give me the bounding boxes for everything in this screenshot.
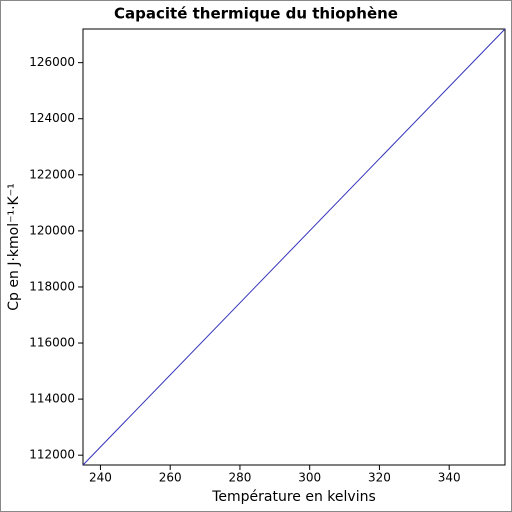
y-tick-label: 126000 xyxy=(29,55,75,69)
plot-frame xyxy=(82,28,506,466)
y-tick-label: 120000 xyxy=(29,223,75,237)
x-tick-label: 340 xyxy=(438,471,461,485)
x-tick-label: 300 xyxy=(298,471,321,485)
x-tick-label: 240 xyxy=(89,471,112,485)
y-tick-label: 114000 xyxy=(29,392,75,406)
x-tick-label: 280 xyxy=(228,471,251,485)
y-tick-label: 124000 xyxy=(29,111,75,125)
x-tick-label: 320 xyxy=(368,471,391,485)
y-tick-label: 122000 xyxy=(29,167,75,181)
x-axis-label: Température en kelvins xyxy=(211,489,376,505)
y-tick-label: 112000 xyxy=(29,448,75,462)
data-line xyxy=(82,28,506,466)
y-tick-label: 116000 xyxy=(29,336,75,350)
y-tick-label: 118000 xyxy=(29,279,75,293)
x-tick-label: 260 xyxy=(159,471,182,485)
chart-title: Capacité thermique du thiophène xyxy=(114,5,398,23)
y-axis-label: Cp en J·kmol⁻¹·K⁻¹ xyxy=(6,183,22,310)
